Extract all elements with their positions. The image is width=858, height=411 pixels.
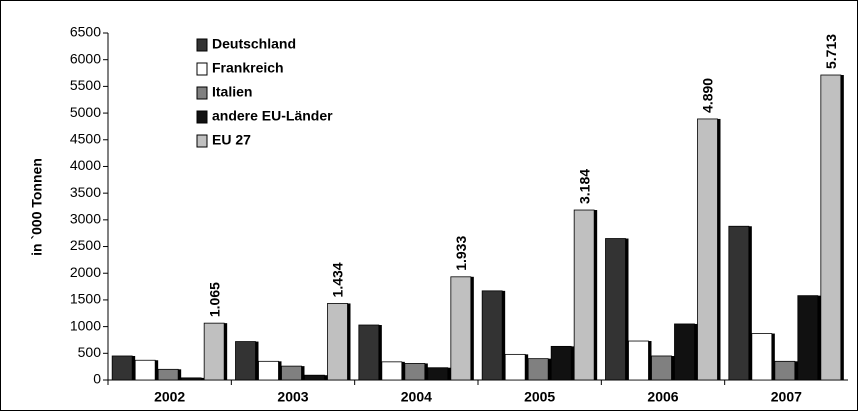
bar-side <box>470 276 474 380</box>
bar-side <box>301 366 305 380</box>
bar <box>797 295 819 381</box>
legend-swatch <box>196 134 208 148</box>
bar <box>180 377 202 381</box>
bar-side <box>771 333 775 380</box>
bar-side <box>224 323 228 380</box>
bar <box>481 290 503 381</box>
legend-swatch <box>196 110 208 124</box>
bar <box>651 355 672 381</box>
x-tick-label: 2007 <box>771 389 802 405</box>
bar <box>628 340 649 381</box>
bar <box>258 360 279 381</box>
bar <box>550 345 572 381</box>
bar <box>504 353 526 381</box>
bar-side <box>794 361 798 380</box>
y-tick-label: 4000 <box>70 157 101 173</box>
bar <box>281 365 302 381</box>
legend-label: EU 27 <box>212 132 251 148</box>
bar-side <box>817 295 821 380</box>
y-axis-label: in `000 Tonnen <box>29 158 45 256</box>
y-tick-label: 6000 <box>70 50 101 66</box>
bar <box>573 209 595 381</box>
legend-swatch <box>196 86 208 100</box>
bar <box>327 303 348 381</box>
bar <box>404 363 426 381</box>
value-label: 4.890 <box>700 78 716 113</box>
bar <box>203 322 225 381</box>
bar <box>304 374 325 381</box>
bar-side <box>155 360 159 380</box>
legend-label: andere EU-Länder <box>212 108 333 124</box>
y-tick-label: 3000 <box>70 211 101 227</box>
bar-side <box>201 377 205 380</box>
bar <box>728 225 750 381</box>
x-tick-label: 2006 <box>647 389 678 405</box>
x-tick-label: 2002 <box>154 389 185 405</box>
bar-side <box>694 323 698 380</box>
bar-side <box>132 355 136 380</box>
bar-side <box>571 346 575 380</box>
bar-side <box>255 341 259 380</box>
bar <box>527 358 549 381</box>
legend-label: Deutschland <box>212 36 296 52</box>
legend-swatch <box>196 38 208 52</box>
bar-side <box>748 226 752 380</box>
value-label: 3.184 <box>576 169 592 204</box>
bar-side <box>347 303 351 380</box>
y-tick-label: 6500 <box>70 24 101 40</box>
y-tick-label: 500 <box>78 344 102 360</box>
value-label: 1.933 <box>453 236 469 271</box>
bar <box>157 368 179 381</box>
y-tick-label: 3500 <box>70 184 101 200</box>
bar-side <box>671 355 675 380</box>
bar-side <box>447 367 451 380</box>
bar <box>674 323 695 381</box>
y-tick-label: 0 <box>93 371 101 387</box>
bar <box>381 361 403 381</box>
bar-side <box>502 290 506 380</box>
bar-side <box>840 75 844 380</box>
bar <box>774 360 796 381</box>
bar-side <box>401 361 405 380</box>
value-label: 1.065 <box>206 282 222 317</box>
bar <box>820 74 842 381</box>
bar <box>605 238 626 381</box>
value-label: 1.434 <box>330 262 346 297</box>
y-tick-label: 2000 <box>70 264 101 280</box>
y-tick-label: 1000 <box>70 317 101 333</box>
y-tick-label: 5000 <box>70 104 101 120</box>
value-label: 5.713 <box>823 34 839 69</box>
x-tick-label: 2005 <box>524 389 555 405</box>
bar-side <box>378 325 382 380</box>
bar-side <box>525 354 529 380</box>
bar <box>134 359 156 381</box>
bar-side <box>625 238 629 380</box>
x-tick-label: 2004 <box>401 389 432 405</box>
bar <box>235 341 256 381</box>
bar-side <box>424 363 428 380</box>
bar-side <box>324 375 328 380</box>
bar-side <box>178 369 182 380</box>
legend-swatch <box>196 62 208 76</box>
bar <box>111 355 133 381</box>
bar-side <box>594 210 598 380</box>
y-tick-label: 4500 <box>70 130 101 146</box>
bar-side <box>278 361 282 380</box>
bar <box>697 118 718 381</box>
legend-label: Italien <box>212 84 252 100</box>
x-tick-label: 2003 <box>277 389 308 405</box>
bar <box>427 367 449 381</box>
y-tick-label: 5500 <box>70 77 101 93</box>
bar-side <box>717 118 721 381</box>
y-tick-label: 1500 <box>70 291 101 307</box>
bar-side <box>548 358 552 380</box>
bar <box>450 276 472 381</box>
y-tick-label: 2500 <box>70 237 101 253</box>
bar <box>358 324 380 381</box>
bar <box>751 333 773 381</box>
legend-label: Frankreich <box>212 60 284 76</box>
bar-side <box>648 341 652 380</box>
